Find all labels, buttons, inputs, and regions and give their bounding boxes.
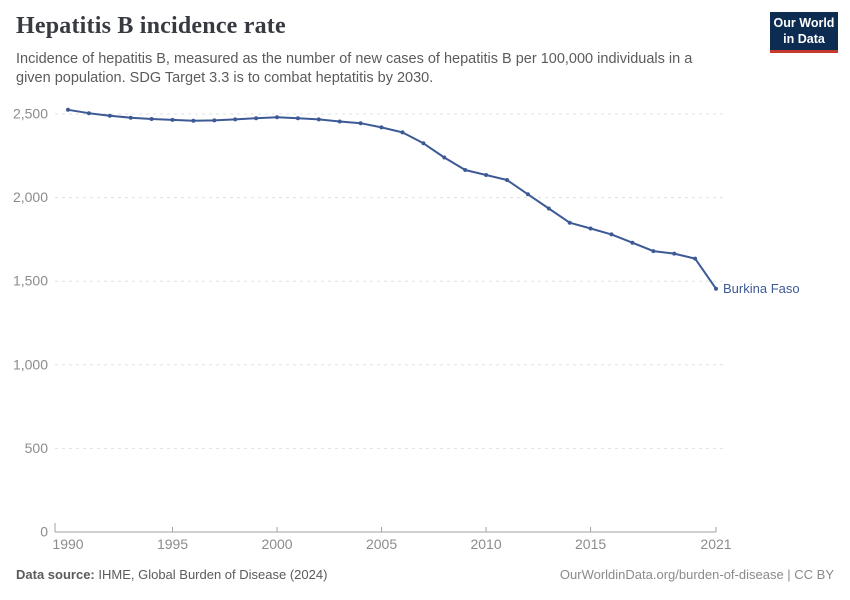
data-point[interactable] — [295, 116, 300, 121]
chart-subtitle: Incidence of hepatitis B, measured as th… — [16, 51, 693, 86]
series-entity-label[interactable]: Burkina Faso — [723, 281, 800, 296]
data-point[interactable] — [212, 118, 217, 123]
data-point[interactable] — [86, 111, 91, 116]
data-point[interactable] — [191, 118, 196, 123]
data-point[interactable] — [630, 240, 635, 245]
data-source-label: Data source: — [16, 567, 95, 582]
data-point[interactable] — [66, 107, 70, 112]
x-axis-tick-label: 2005 — [366, 536, 397, 552]
data-point[interactable] — [316, 117, 321, 122]
data-point[interactable] — [149, 117, 154, 121]
data-source-value: IHME, Global Burden of Disease (2024) — [94, 567, 328, 582]
x-axis-tick-label: 2000 — [261, 536, 292, 552]
y-axis-tick-label: 0 — [40, 524, 48, 540]
owid-logo-line1: Our World — [773, 16, 835, 30]
data-point[interactable] — [107, 113, 112, 118]
data-point[interactable] — [128, 115, 133, 120]
data-point[interactable] — [337, 119, 342, 124]
data-point[interactable] — [505, 178, 509, 182]
data-point[interactable] — [463, 168, 468, 172]
footer: Data source: IHME, Global Burden of Dise… — [16, 567, 834, 582]
attribution-link[interactable]: OurWorldinData.org/burden-of-disease | C… — [559, 567, 834, 582]
y-axis-tick-label: 2,500 — [13, 106, 48, 122]
owid-logo[interactable]: Our World in Data — [770, 12, 838, 53]
x-axis-tick-label: 2021 — [700, 536, 731, 552]
x-axis-tick-label: 1990 — [52, 536, 83, 552]
data-point[interactable] — [714, 286, 718, 291]
data-point[interactable] — [672, 251, 677, 256]
data-point[interactable] — [567, 220, 572, 225]
data-point[interactable] — [400, 130, 405, 135]
data-point[interactable] — [588, 226, 593, 231]
data-point[interactable] — [525, 192, 530, 197]
x-axis-tick-label: 2010 — [470, 536, 501, 552]
data-point[interactable] — [442, 155, 447, 160]
series-line[interactable] — [67, 108, 717, 290]
data-point[interactable] — [379, 125, 384, 130]
y-axis-tick-label: 500 — [25, 440, 49, 456]
data-point[interactable] — [609, 232, 614, 237]
data-point[interactable] — [651, 249, 656, 254]
y-axis-tick-label: 1,000 — [13, 356, 48, 372]
y-axis-tick-label: 1,500 — [13, 273, 48, 289]
x-axis-tick-label: 2015 — [575, 536, 606, 552]
data-point[interactable] — [233, 117, 238, 122]
data-point[interactable] — [546, 206, 551, 211]
data-point[interactable] — [421, 141, 426, 146]
data-point[interactable] — [358, 121, 363, 126]
data-point[interactable] — [693, 256, 698, 261]
data-point[interactable] — [484, 173, 489, 177]
data-point[interactable] — [170, 117, 175, 122]
owid-logo-line2: in Data — [783, 31, 825, 46]
page-title: Hepatitis B incidence rate — [16, 13, 286, 39]
x-axis-tick-label: 1995 — [157, 536, 188, 552]
data-source: Data source: IHME, Global Burden of Dise… — [16, 567, 327, 582]
data-point[interactable] — [254, 116, 259, 121]
y-axis-tick-label: 2,000 — [13, 189, 48, 205]
data-point[interactable] — [275, 115, 279, 120]
